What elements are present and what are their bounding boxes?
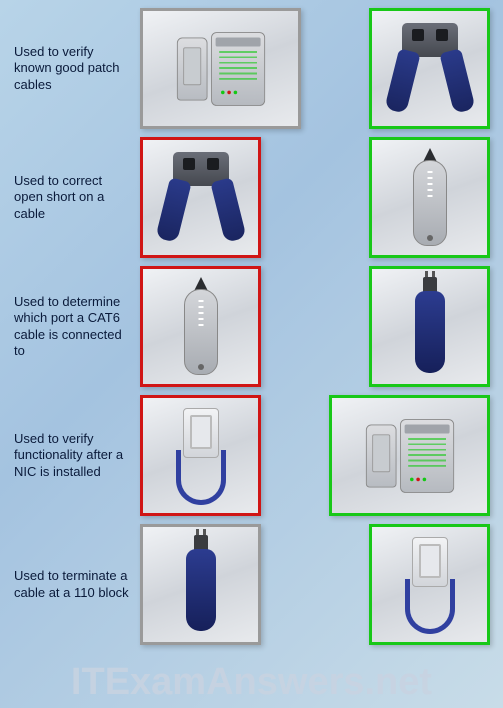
loopback-plug-icon	[400, 535, 460, 635]
row-5: Used to terminate a cable at a 110 block	[0, 524, 503, 645]
tile-punch-green[interactable]	[369, 266, 490, 387]
desc-text: Used to verify functionality after a NIC…	[14, 431, 135, 480]
tone-probe-icon	[181, 277, 221, 377]
punch-down-icon	[410, 277, 450, 377]
cable-tester-icon	[176, 32, 264, 106]
crimper-icon	[385, 21, 475, 116]
tile-tester-gray[interactable]	[140, 8, 301, 129]
loopback-plug-icon	[171, 406, 231, 506]
row-2: Used to correct open short on a cable	[0, 137, 503, 258]
tile-tester-green[interactable]	[329, 395, 490, 516]
matching-grid: Used to verify known good patch cables U…	[0, 8, 503, 645]
watermark-text: ITExamAnswers.net	[0, 661, 503, 704]
tone-probe-icon	[410, 148, 450, 248]
row-1: Used to verify known good patch cables	[0, 8, 503, 129]
row-4: Used to verify functionality after a NIC…	[0, 395, 503, 516]
desc-text: Used to correct open short on a cable	[14, 173, 135, 222]
tile-punch-gray[interactable]	[140, 524, 261, 645]
tile-crimper-green[interactable]	[369, 8, 490, 129]
crimper-icon	[156, 150, 246, 245]
tile-probe-green[interactable]	[369, 137, 490, 258]
desc-text: Used to terminate a cable at a 110 block	[14, 568, 135, 601]
cable-tester-icon	[365, 419, 453, 493]
tile-loopback-green[interactable]	[369, 524, 490, 645]
tile-crimper-red[interactable]	[140, 137, 261, 258]
punch-down-icon	[181, 535, 221, 635]
desc-text: Used to verify known good patch cables	[14, 44, 135, 93]
desc-text: Used to determine which port a CAT6 cabl…	[14, 294, 135, 359]
tile-probe-red[interactable]	[140, 266, 261, 387]
tile-loopback-red[interactable]	[140, 395, 261, 516]
row-3: Used to determine which port a CAT6 cabl…	[0, 266, 503, 387]
